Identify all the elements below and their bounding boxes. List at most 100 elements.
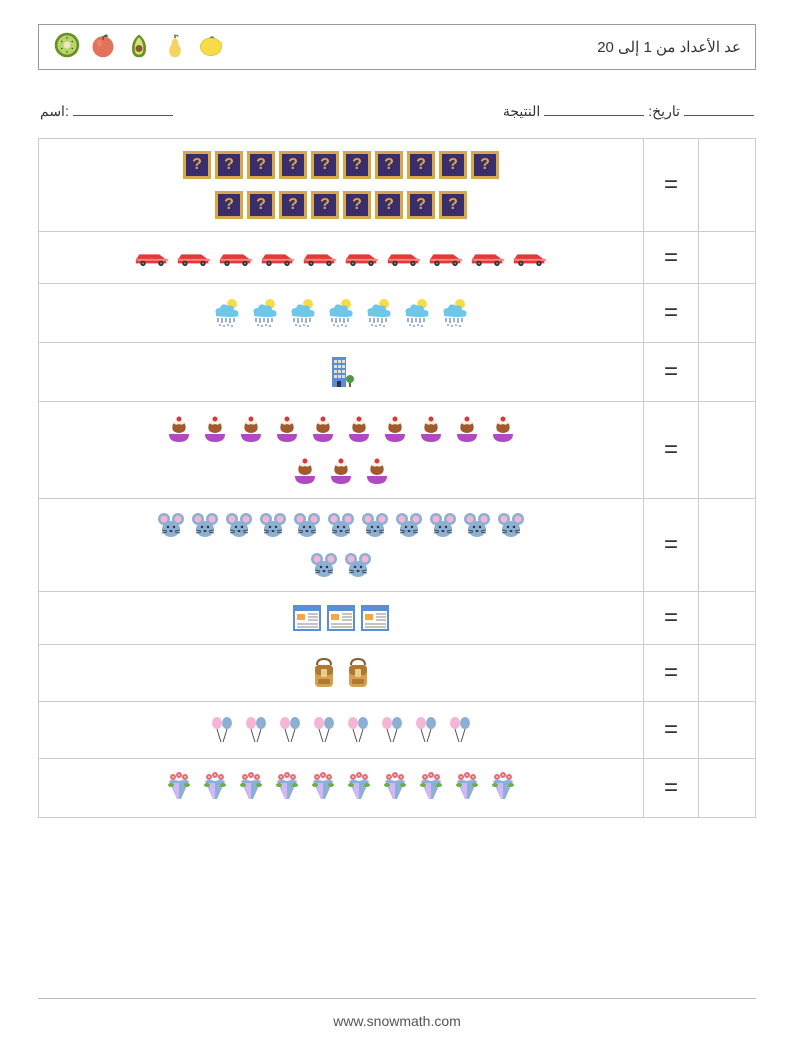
answer-cell[interactable]	[699, 402, 755, 498]
question-box-icon: ?	[279, 151, 307, 179]
balloons-icon	[411, 714, 441, 746]
counting-items-cell	[39, 499, 643, 591]
car-icon	[133, 249, 171, 267]
answer-cell[interactable]	[699, 759, 755, 817]
car-icon	[175, 249, 213, 267]
table-row: =	[39, 759, 755, 818]
equals-cell: =	[643, 402, 699, 498]
car-icon	[259, 249, 297, 267]
table-row: =	[39, 592, 755, 645]
dessert-icon	[271, 414, 303, 444]
flowers-icon	[451, 771, 483, 805]
mouse-icon	[224, 511, 254, 539]
cloud-icon	[362, 296, 396, 330]
answer-cell[interactable]	[699, 645, 755, 701]
mouse-icon	[156, 511, 186, 539]
mouse-icon	[258, 511, 288, 539]
table-row: =	[39, 499, 755, 592]
equals-cell: =	[643, 759, 699, 817]
counting-items-cell	[39, 232, 643, 283]
answer-cell[interactable]	[699, 592, 755, 644]
equals-cell: =	[643, 284, 699, 342]
table-row: =	[39, 284, 755, 343]
flowers-icon	[235, 771, 267, 805]
footer-url: www.snowmath.com	[0, 1013, 794, 1029]
flowers-icon	[271, 771, 303, 805]
cloud-icon	[248, 296, 282, 330]
mouse-icon	[496, 511, 526, 539]
question-box-icon: ?	[247, 191, 275, 219]
flowers-icon	[379, 771, 411, 805]
question-box-icon: ?	[215, 151, 243, 179]
answer-cell[interactable]	[699, 702, 755, 758]
name-underline[interactable]	[73, 102, 173, 116]
dessert-icon	[343, 414, 375, 444]
dessert-icon	[361, 456, 393, 486]
mouse-icon	[360, 511, 390, 539]
question-box-icon: ?	[471, 151, 499, 179]
cloud-icon	[438, 296, 472, 330]
counting-items-cell: ??????????????????	[39, 139, 643, 231]
question-box-icon: ?	[215, 191, 243, 219]
question-box-icon: ?	[439, 191, 467, 219]
lemon-icon	[197, 31, 225, 63]
equals-cell: =	[643, 499, 699, 591]
name-label: اسم:	[40, 103, 69, 120]
question-box-icon: ?	[439, 151, 467, 179]
answer-cell[interactable]	[699, 343, 755, 401]
answer-cell[interactable]	[699, 139, 755, 231]
table-row: =	[39, 402, 755, 499]
answer-cell[interactable]	[699, 499, 755, 591]
balloons-icon	[377, 714, 407, 746]
calendar-icon	[360, 604, 390, 632]
table-row: =	[39, 645, 755, 702]
calendar-icon	[326, 604, 356, 632]
date-label: :تاريخ	[648, 103, 680, 120]
worksheet-title: عد الأعداد من 1 إلى 20	[597, 38, 741, 56]
counting-items-cell	[39, 592, 643, 644]
equals-cell: =	[643, 592, 699, 644]
counting-items-cell	[39, 402, 643, 498]
flowers-icon	[487, 771, 519, 805]
answer-cell[interactable]	[699, 284, 755, 342]
footer-divider	[38, 998, 756, 999]
table-row: ??????????????????=	[39, 139, 755, 232]
answer-cell[interactable]	[699, 232, 755, 283]
balloons-icon	[241, 714, 271, 746]
mouse-icon	[428, 511, 458, 539]
dessert-icon	[379, 414, 411, 444]
equals-cell: =	[643, 343, 699, 401]
score-underline[interactable]	[544, 102, 644, 116]
dessert-icon	[487, 414, 519, 444]
equals-cell: =	[643, 232, 699, 283]
counting-items-cell	[39, 645, 643, 701]
flowers-icon	[199, 771, 231, 805]
question-box-icon: ?	[311, 151, 339, 179]
header-box: عد الأعداد من 1 إلى 20	[38, 24, 756, 70]
equals-cell: =	[643, 645, 699, 701]
backpack-icon	[309, 657, 339, 689]
question-box-icon: ?	[375, 191, 403, 219]
dessert-icon	[307, 414, 339, 444]
dessert-icon	[199, 414, 231, 444]
mouse-icon	[190, 511, 220, 539]
building-icon	[326, 355, 356, 389]
mouse-icon	[462, 511, 492, 539]
car-icon	[343, 249, 381, 267]
car-icon	[217, 249, 255, 267]
balloons-icon	[275, 714, 305, 746]
meta-row: اسم: النتيجة :تاريخ	[38, 102, 756, 120]
fruit-row	[53, 31, 225, 63]
kiwi-icon	[53, 31, 81, 63]
flowers-icon	[415, 771, 447, 805]
car-icon	[427, 249, 465, 267]
backpack-icon	[343, 657, 373, 689]
dessert-icon	[451, 414, 483, 444]
question-box-icon: ?	[247, 151, 275, 179]
car-icon	[469, 249, 507, 267]
question-box-icon: ?	[183, 151, 211, 179]
question-box-icon: ?	[407, 151, 435, 179]
mouse-icon	[343, 551, 373, 579]
name-field: اسم:	[40, 102, 173, 120]
date-underline[interactable]	[684, 102, 754, 116]
